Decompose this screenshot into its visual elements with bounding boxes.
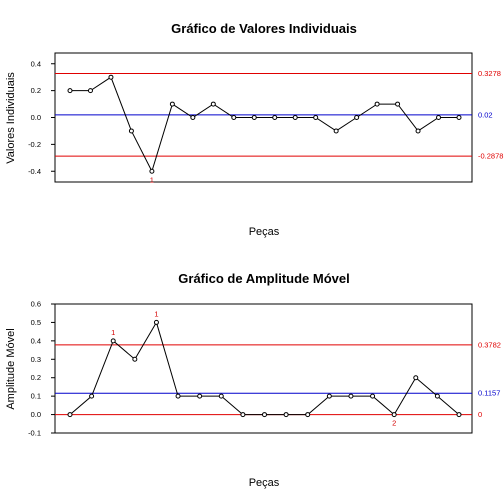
violation-label: 1	[150, 175, 154, 184]
data-point	[175, 393, 181, 399]
violation-label: 1	[154, 309, 158, 318]
individual-values-chart: Gráfico de Valores Individuais Valores I…	[5, 21, 503, 238]
data-point	[169, 101, 175, 107]
y-tick-label: 0.2	[31, 86, 41, 95]
y-axis-label: Valores Individuais	[5, 72, 17, 164]
y-tick-label: 0.0	[31, 113, 41, 122]
ucl-label: 0.3278	[478, 69, 501, 78]
data-point	[326, 393, 332, 399]
data-point	[262, 412, 267, 418]
data-point	[456, 412, 462, 418]
data-point	[305, 412, 311, 418]
ucl-label: 0.3782	[478, 340, 501, 349]
data-point	[374, 101, 380, 107]
cl-label: 0.1157	[478, 389, 500, 398]
moving-range-chart: Gráfico de Amplitude Móvel Amplitude Móv…	[5, 271, 501, 489]
data-point	[128, 128, 134, 134]
y-tick-label: 0.5	[31, 318, 41, 327]
violation-labels: 1	[150, 175, 154, 184]
violation-label: 1	[111, 328, 115, 337]
lcl-label: -0.2878	[478, 152, 503, 161]
y-tick-label: 0.6	[31, 300, 41, 309]
y-tick-label: 0.4	[31, 336, 41, 345]
y-tick-label: 0.3	[31, 355, 41, 364]
cl-label: 0.02	[478, 110, 493, 119]
data-point	[110, 338, 116, 344]
data-point	[436, 115, 442, 120]
data-point	[283, 412, 289, 418]
data-point	[391, 412, 397, 418]
violation-labels: 1 1 2	[111, 309, 396, 427]
x-axis-label: Peças	[249, 226, 280, 238]
series	[67, 74, 462, 174]
data-point	[89, 393, 95, 399]
data-point	[333, 128, 339, 134]
y-tick-label: -0.2	[28, 140, 41, 149]
y-tick-label: 0.0	[31, 410, 41, 419]
y-axis-ticks: -0.4 -0.2 0.0 0.2 0.4	[28, 59, 55, 176]
y-tick-label: -0.4	[28, 167, 41, 176]
data-point	[153, 319, 159, 325]
data-point	[149, 168, 155, 174]
data-point	[67, 412, 73, 418]
data-point	[67, 88, 73, 94]
chart-title: Gráfico de Amplitude Móvel	[178, 271, 349, 286]
reference-lines: 0.3782 0.1157 0	[55, 340, 501, 419]
data-point	[190, 115, 196, 120]
data-point	[108, 74, 114, 80]
data-point	[197, 393, 203, 399]
data-point	[231, 115, 237, 120]
x-axis-label: Peças	[249, 477, 280, 489]
chart-title: Gráfico de Valores Individuais	[171, 21, 357, 36]
data-point	[415, 128, 421, 134]
y-tick-label: 0.1	[31, 392, 41, 401]
data-point	[87, 88, 93, 94]
reference-lines: 0.3278 0.02 -0.2878	[55, 69, 503, 161]
data-point	[240, 412, 246, 418]
data-point	[456, 115, 462, 120]
y-axis-label: Amplitude Móvel	[5, 328, 17, 409]
series-line	[70, 76, 459, 173]
data-point	[218, 393, 224, 399]
series-line	[69, 321, 460, 416]
data-point	[348, 393, 354, 399]
data-point	[272, 115, 278, 120]
data-point	[210, 101, 216, 107]
data-point	[354, 115, 360, 120]
y-tick-label: -0.1	[28, 429, 41, 438]
data-point	[251, 115, 257, 120]
plot-frame	[54, 303, 473, 434]
y-tick-label: 0.4	[31, 59, 41, 68]
violation-label: 2	[392, 419, 396, 428]
lcl-label: 0	[478, 410, 482, 419]
y-tick-label: 0.2	[31, 373, 41, 382]
data-point	[395, 101, 401, 107]
data-point	[370, 393, 376, 399]
data-point	[434, 393, 440, 399]
data-point	[313, 115, 319, 120]
data-point	[132, 356, 138, 362]
series	[67, 319, 462, 418]
data-point	[413, 375, 419, 381]
y-axis-ticks: -0.1 0.0 0.1 0.2 0.3 0.4 0.5 0.6	[28, 300, 55, 438]
data-point	[292, 115, 298, 120]
